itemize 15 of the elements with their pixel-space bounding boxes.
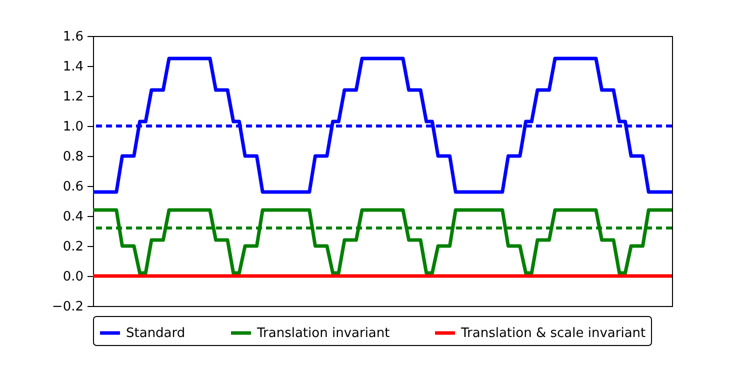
- y-tick-label: 0.2: [62, 240, 84, 254]
- y-tick-label: −0.2: [52, 300, 84, 314]
- y-tick-label: 1.2: [62, 90, 84, 104]
- y-tick-label: 0.6: [62, 180, 84, 194]
- legend-label: Standard: [126, 326, 186, 341]
- y-tick-label: 0.4: [62, 210, 84, 224]
- y-tick-label: 1.0: [62, 120, 84, 134]
- legend-label: Translation invariant: [256, 326, 390, 341]
- legend-label: Translation & scale invariant: [460, 326, 646, 341]
- y-tick-label: 0.8: [62, 150, 84, 164]
- y-tick-label: 1.6: [62, 30, 84, 44]
- y-tick-label: 1.4: [62, 60, 84, 74]
- y-tick-label: 0.0: [62, 270, 84, 284]
- line-series: [91, 208, 674, 275]
- line-series: [91, 56, 674, 194]
